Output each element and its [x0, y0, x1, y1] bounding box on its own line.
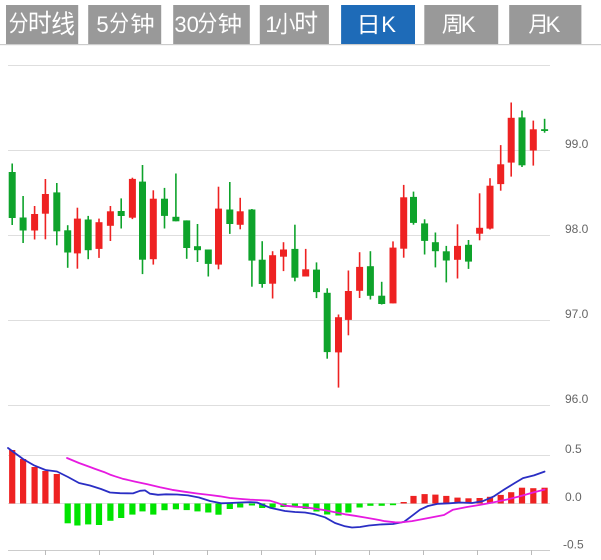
svg-text:1: 1 — [265, 12, 277, 37]
svg-text:5: 5 — [96, 12, 108, 37]
svg-text:K: K — [546, 12, 561, 37]
svg-text:-0.5: -0.5 — [563, 538, 584, 552]
svg-text:98.0: 98.0 — [565, 222, 589, 236]
svg-text:K: K — [461, 12, 476, 37]
svg-text:0.0: 0.0 — [565, 490, 582, 504]
svg-text:30: 30 — [174, 12, 198, 37]
svg-text:97.0: 97.0 — [565, 307, 589, 321]
svg-text:99.0: 99.0 — [565, 137, 589, 151]
svg-text:0.5: 0.5 — [565, 442, 582, 456]
svg-text:96.0: 96.0 — [565, 392, 589, 406]
svg-text:K: K — [381, 12, 396, 37]
